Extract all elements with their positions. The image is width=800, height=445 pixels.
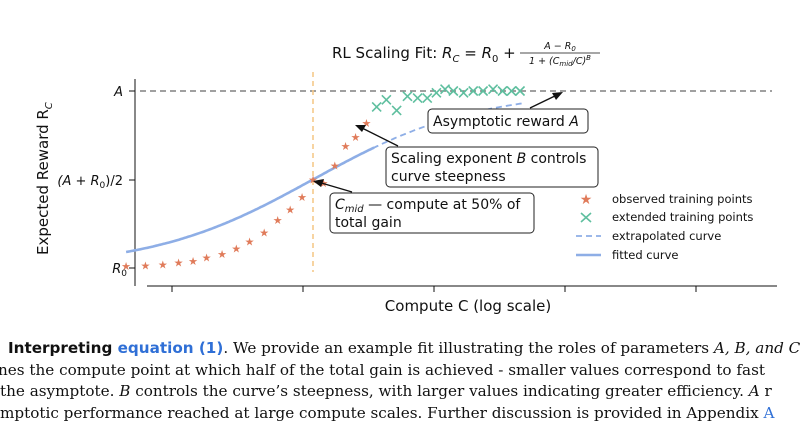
- observed-points: ★★★★★★★★★★★★★★★★★★★: [121, 117, 371, 273]
- extended-point: [371, 101, 382, 112]
- y-axis-label: Expected Reward RC: [34, 102, 55, 255]
- svg-text:extended training points: extended training points: [612, 210, 753, 224]
- extended-point: [402, 91, 413, 102]
- extended-point: [478, 85, 489, 97]
- caption-text-4: mptotic performance reached at large com…: [0, 403, 764, 422]
- extended-point: [391, 105, 402, 116]
- observed-point: ★: [285, 204, 295, 217]
- fitted-curve: [125, 146, 375, 254]
- observed-point: ★: [351, 131, 361, 144]
- observed-point: ★: [202, 251, 212, 264]
- caption-vars: A, B, and C: [713, 339, 800, 357]
- observed-point: ★: [158, 259, 168, 272]
- svg-text:fitted curve: fitted curve: [612, 248, 679, 262]
- observed-point: ★: [308, 174, 318, 187]
- observed-point: ★: [341, 140, 351, 153]
- extended-point: [431, 87, 442, 98]
- svg-text:Scaling exponent B controls: Scaling exponent B controls: [391, 151, 586, 167]
- caption-var-a: A: [748, 382, 760, 400]
- annotation-scaling-exponent: Scaling exponent B controls curve steepn…: [355, 125, 599, 188]
- observed-point: ★: [217, 248, 227, 261]
- ytick-mid: (A + R0)/2: [57, 174, 123, 191]
- x-axis-label: Compute C (log scale): [385, 297, 551, 315]
- extended-point: [448, 85, 459, 97]
- caption-text-1: . We provide an example fit illustrating…: [223, 339, 714, 357]
- svg-text:A − R0: A − R0: [543, 41, 576, 53]
- observed-point: ★: [231, 243, 241, 256]
- caption-text-3c: r: [759, 382, 772, 400]
- svg-text:Cmid — compute at 50% of: Cmid — compute at 50% of: [335, 197, 521, 215]
- ytick-r0: R0: [112, 262, 127, 279]
- caption-text-3a: the asymptote.: [0, 382, 120, 400]
- legend-fitted: fitted curve: [576, 248, 679, 262]
- extended-point: [381, 94, 392, 105]
- observed-point: ★: [121, 260, 131, 273]
- extended-point: [487, 84, 499, 95]
- svg-text:observed training points: observed training points: [612, 192, 753, 206]
- legend: ★ observed training points extended trai…: [576, 192, 753, 262]
- observed-point: ★: [361, 117, 371, 130]
- observed-point: ★: [174, 257, 184, 270]
- ytick-a: A: [113, 85, 123, 100]
- observed-point: ★: [140, 259, 150, 272]
- annotation-asymptotic: Asymptotic reward A: [427, 92, 589, 134]
- caption-var-b: B: [119, 382, 131, 400]
- caption-text-2: nes the compute point at which half of t…: [0, 360, 765, 379]
- svg-text:Asymptotic reward A: Asymptotic reward A: [433, 114, 579, 130]
- legend-extended: extended training points: [580, 210, 753, 224]
- extended-point: [468, 85, 479, 97]
- observed-point: ★: [297, 191, 307, 204]
- extended-point: [422, 93, 433, 104]
- y-ticks: [129, 90, 135, 269]
- caption-label: Interpreting: [8, 339, 118, 357]
- extrapolated-curve: [372, 102, 522, 150]
- svg-text:1 + (Cmid/C)B: 1 + (Cmid/C)B: [529, 54, 591, 68]
- extended-point: [497, 85, 508, 97]
- extended-point: [412, 93, 423, 104]
- caption-line-4: mptotic performance reached at large com…: [0, 403, 800, 425]
- extended-point: [458, 87, 469, 98]
- equation-link[interactable]: equation (1): [117, 339, 224, 357]
- x-ticks: [171, 286, 697, 292]
- legend-extrapolated: extrapolated curve: [576, 229, 721, 243]
- caption-line-1: Interpreting equation (1). We provide an…: [8, 338, 800, 360]
- scaling-fit-figure: RL Scaling Fit: RC = R0 + A − R0 1 + (Cm…: [34, 41, 777, 315]
- observed-point: ★: [259, 227, 269, 240]
- chart-title: RL Scaling Fit: RC = R0 +: [332, 44, 516, 65]
- observed-point: ★: [273, 214, 283, 227]
- title-fraction: A − R0 1 + (Cmid/C)B: [520, 41, 600, 68]
- observed-point: ★: [330, 159, 340, 172]
- observed-point: ★: [245, 235, 255, 248]
- figure-caption: Interpreting equation (1). We provide an…: [0, 338, 800, 445]
- annotation-cmid: Cmid — compute at 50% of total gain: [313, 179, 535, 234]
- caption-line-3: the asymptote. B controls the curve’s st…: [0, 381, 800, 403]
- extended-point: [506, 85, 517, 97]
- extended-point: [439, 84, 451, 95]
- svg-text:total gain: total gain: [335, 215, 402, 231]
- appendix-link[interactable]: A: [763, 403, 775, 422]
- observed-point: ★: [188, 255, 198, 268]
- svg-text:★: ★: [580, 192, 593, 208]
- caption-text-3b: controls the curve’s steepness, with lar…: [130, 382, 749, 400]
- caption-line-2: nes the compute point at which half of t…: [0, 360, 798, 382]
- extended-points: [371, 84, 526, 116]
- svg-text:extrapolated curve: extrapolated curve: [612, 229, 721, 243]
- legend-observed: ★ observed training points: [580, 192, 753, 208]
- svg-text:curve steepness: curve steepness: [391, 169, 506, 185]
- extended-point: [514, 85, 526, 97]
